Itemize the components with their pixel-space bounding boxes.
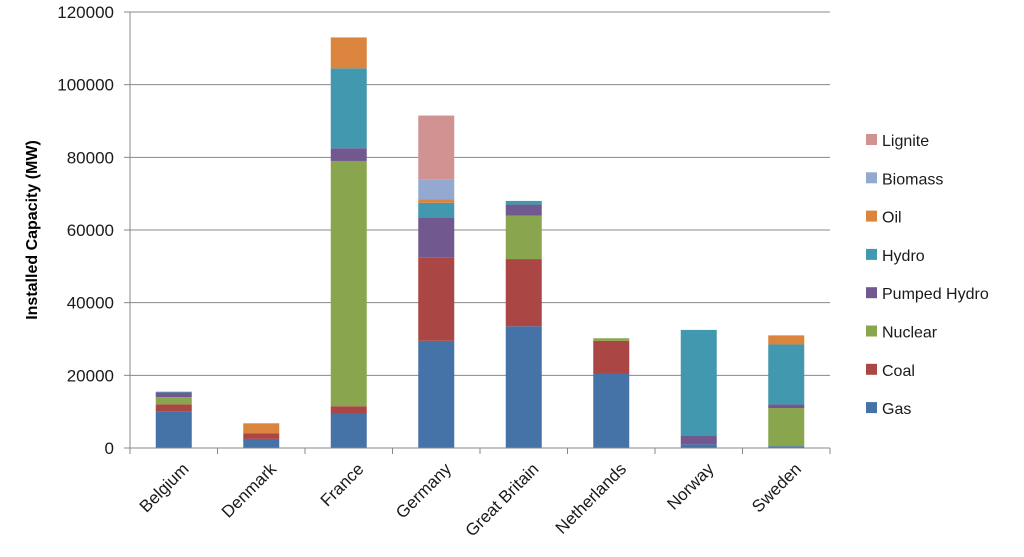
legend-label: Nuclear	[882, 325, 938, 342]
legend-swatch	[866, 210, 877, 222]
bar-segment	[768, 404, 805, 409]
bar-segment	[418, 115, 455, 180]
legend-swatch	[866, 172, 877, 184]
legend-label: Lignite	[882, 133, 929, 150]
y-tick-label: 20000	[67, 366, 114, 385]
x-tick-label: Germany	[392, 459, 455, 522]
bars	[155, 37, 805, 448]
y-tick-label: 80000	[67, 148, 114, 167]
legend-label: Gas	[882, 401, 911, 418]
y-tick-label: 100000	[57, 76, 114, 95]
axes	[124, 11, 831, 454]
bar-segment	[680, 329, 717, 436]
bar-segment	[768, 408, 805, 447]
bar-segment	[418, 257, 455, 341]
x-tick-label: Denmark	[218, 459, 281, 522]
y-tick-label: 60000	[67, 221, 114, 240]
bar-segment	[155, 411, 192, 448]
y-tick-label: 0	[105, 439, 114, 458]
x-tick-labels: Belgium Denmark France Germany Great Britain…	[136, 459, 805, 540]
bar-segment	[418, 340, 455, 448]
bar-segment	[593, 373, 630, 448]
x-tick-label: Great Britain	[462, 459, 543, 540]
bar-segment	[768, 446, 805, 448]
bar-segment	[243, 423, 280, 434]
bar-segment	[155, 392, 192, 398]
bar-segment	[155, 404, 192, 412]
legend-swatch	[866, 325, 877, 337]
bar-segment	[680, 444, 717, 448]
bar-segment	[418, 179, 455, 200]
grid-lines	[130, 11, 830, 376]
bar-segment	[505, 326, 542, 448]
legend-swatch	[866, 134, 877, 145]
bar-segment	[768, 344, 805, 405]
bar-segment	[593, 340, 630, 374]
bar-segment	[418, 217, 455, 258]
bar-segment	[330, 37, 367, 69]
legend-swatch	[866, 363, 877, 375]
bar-segment	[330, 68, 367, 149]
y-tick-labels: 0 20000 40000 60000 80000 100000 120000	[57, 3, 114, 458]
bar-segment	[505, 204, 542, 216]
bar-segment	[505, 215, 542, 260]
x-tick-label: Sweden	[748, 459, 805, 516]
bar-segment	[330, 160, 367, 407]
legend-label: Pumped Hydro	[882, 286, 989, 303]
bar-segment	[330, 148, 367, 161]
bar-segment	[418, 199, 455, 203]
legend-swatch	[866, 402, 877, 414]
bar-segment	[768, 335, 805, 345]
y-tick-label: 40000	[67, 294, 114, 313]
legend-swatch	[866, 248, 877, 260]
x-tick-label: Belgium	[136, 459, 193, 516]
y-axis-label: Installed Capacity (MW)	[24, 140, 41, 320]
x-tick-label: Netherlands	[552, 459, 630, 537]
legend-label: Hydro	[882, 248, 925, 265]
bar-segment	[418, 202, 455, 218]
legend-label: Oil	[882, 210, 902, 227]
bar-segment	[243, 433, 280, 439]
bar-segment	[505, 200, 542, 205]
bar-segment	[155, 391, 192, 393]
y-tick-label: 120000	[57, 3, 114, 22]
x-tick-label: France	[317, 459, 368, 510]
bar-segment	[330, 406, 367, 414]
x-tick-label: Norway	[663, 459, 718, 514]
bar-segment	[505, 259, 542, 327]
bar-segment	[330, 413, 367, 448]
legend: Lignite Biomass Oil Hydro Pumped Hydro Nuclea…	[866, 133, 989, 418]
legend-swatch	[866, 287, 877, 299]
bar-segment	[155, 397, 192, 405]
legend-label: Coal	[882, 363, 915, 380]
bar-segment	[680, 435, 717, 445]
bar-segment	[593, 338, 630, 341]
legend-label: Biomass	[882, 171, 943, 188]
bar-segment	[243, 438, 280, 448]
